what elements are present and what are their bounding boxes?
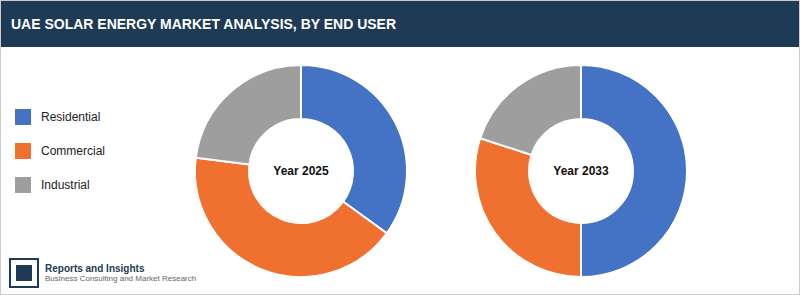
svg-text:Year 2025: Year 2025 — [273, 164, 329, 178]
html-text:Business Consulting and Market: Business Consulting and Market Research — [45, 274, 197, 283]
html-text:Industrial: Industrial — [41, 177, 90, 192]
html-text:Reports and Insights: Reports and Insights — [45, 263, 145, 274]
html-text:Residential: Residential — [41, 109, 101, 124]
svg-text:Year 2033: Year 2033 — [553, 164, 609, 178]
html-text:Commercial: Commercial — [41, 143, 105, 158]
html-text:UAE SOLAR ENERGY MARKET ANALYS: UAE SOLAR ENERGY MARKET ANALYSIS, BY END… — [11, 16, 397, 32]
